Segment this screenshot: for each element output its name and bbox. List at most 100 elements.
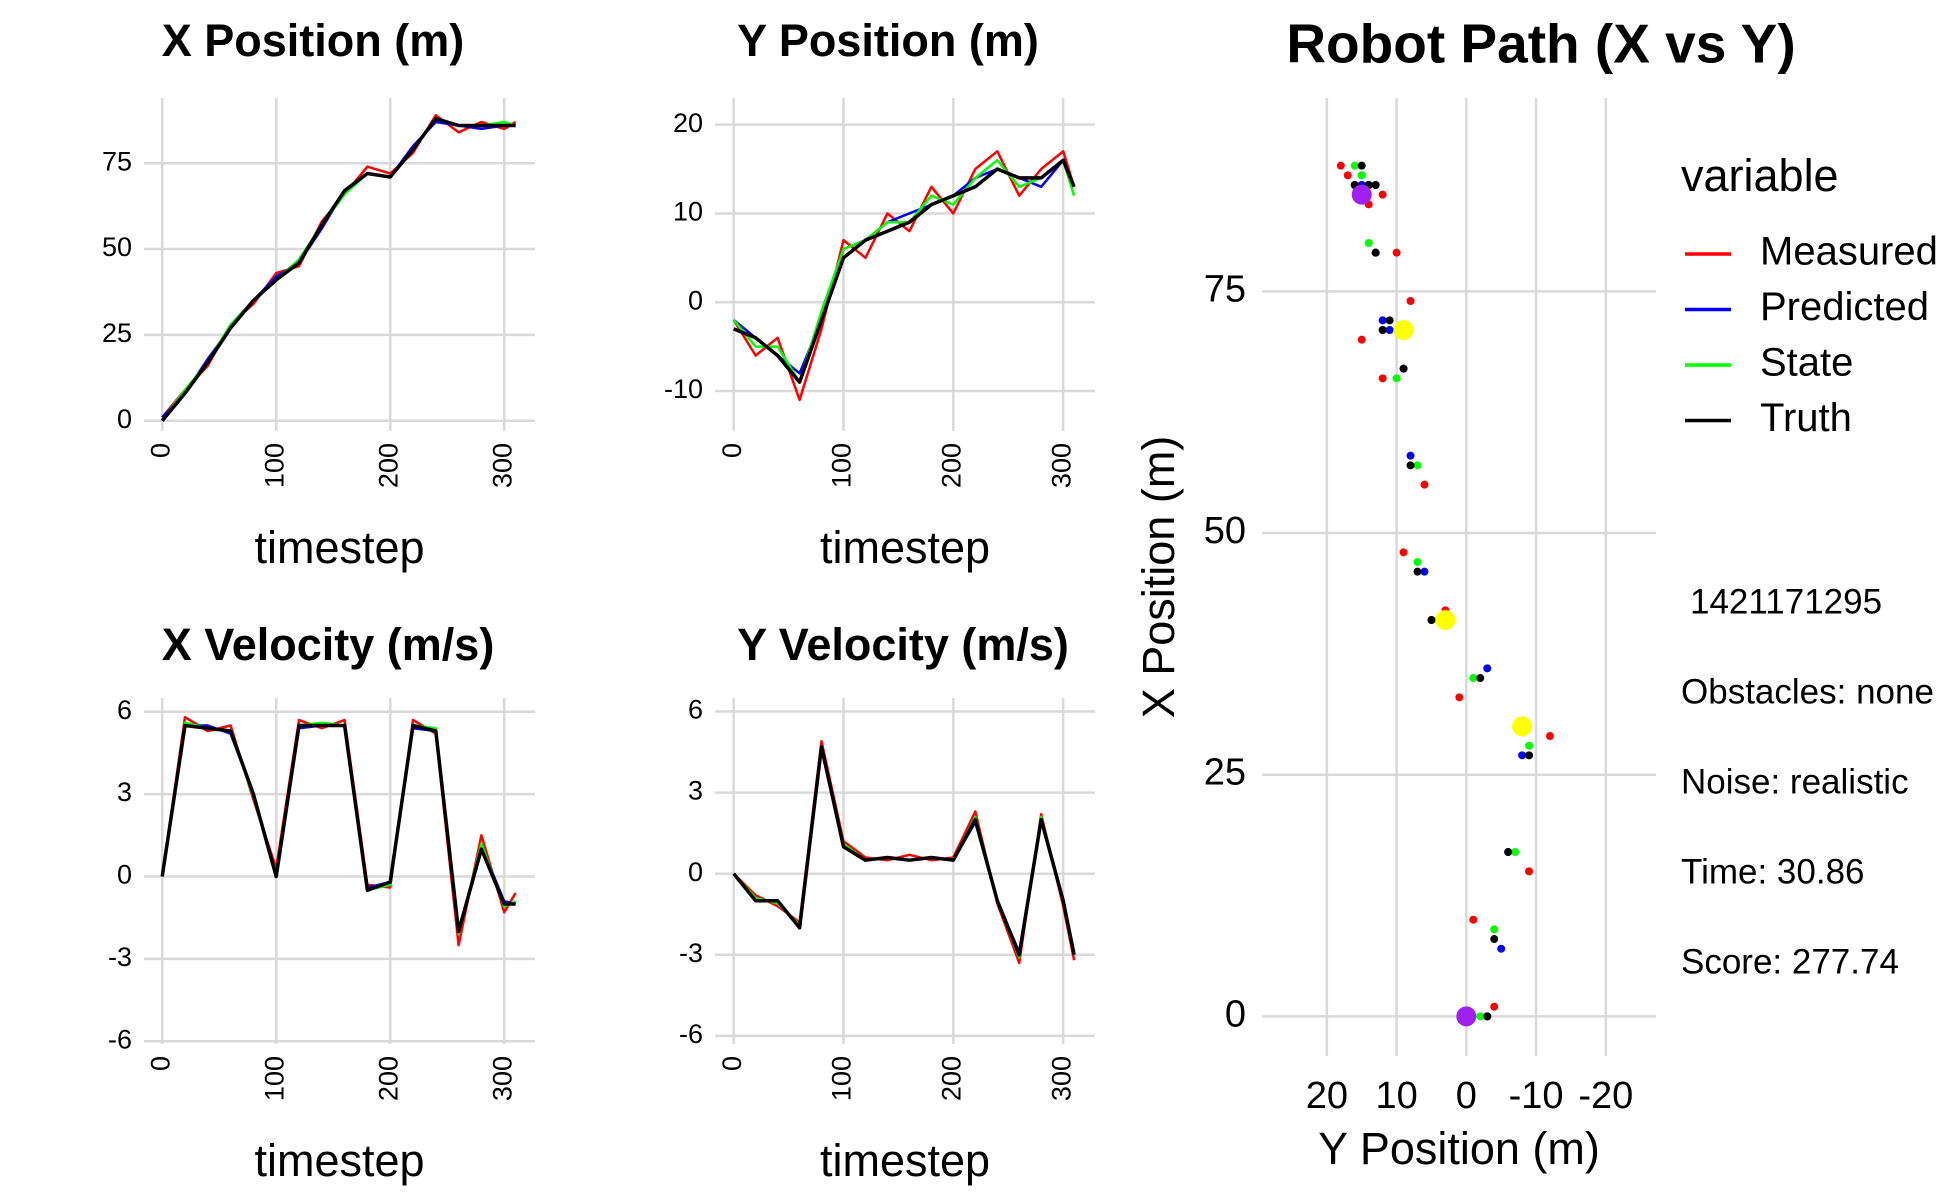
x-tick-label: -20 — [1578, 1075, 1633, 1117]
series-line — [160, 723, 516, 934]
y-tick-label: 75 — [102, 146, 132, 176]
y-tick-label: 0 — [688, 857, 703, 887]
y-tick-label: 0 — [688, 285, 703, 315]
y-axis-title: X Position (m) — [1133, 436, 1184, 719]
path-point — [1406, 451, 1415, 460]
y-tick-label: 10 — [673, 197, 703, 227]
path-point — [1399, 364, 1408, 373]
legend-title: variable — [1681, 150, 1839, 201]
path-point — [1371, 248, 1380, 257]
y-tick-label: -3 — [679, 938, 703, 968]
path-point — [1490, 935, 1499, 944]
y-tick-label: 50 — [102, 232, 132, 262]
x-tick-label: -10 — [1509, 1075, 1564, 1117]
path-point — [1343, 171, 1352, 180]
path-point — [1413, 558, 1422, 567]
chart-title: Robot Path (X vs Y) — [1286, 13, 1795, 75]
highlight-point — [1435, 610, 1456, 631]
series-line — [733, 158, 1076, 384]
series-line — [161, 113, 517, 419]
path-point — [1469, 674, 1478, 683]
legend-label: State — [1760, 341, 1853, 385]
x-tick-label: 300 — [1046, 1056, 1076, 1101]
y-tick-label: 75 — [1204, 268, 1246, 310]
series-line — [732, 150, 1076, 402]
path-point — [1378, 190, 1387, 199]
y-tick-label: 25 — [102, 318, 132, 348]
series-line — [160, 116, 516, 422]
x-tick-label: 100 — [259, 1056, 289, 1101]
path-point — [1504, 848, 1513, 857]
path-point — [1371, 181, 1380, 190]
y-tick-label: 0 — [117, 404, 132, 434]
path-point — [1469, 915, 1478, 924]
x-tick-label: 0 — [145, 1056, 175, 1071]
x-tick-label: 10 — [1375, 1075, 1417, 1117]
path-point — [1385, 326, 1394, 335]
x-tick-label: 0 — [717, 443, 747, 458]
x-tick-label: 200 — [936, 443, 966, 488]
y-tick-label: 0 — [1225, 993, 1246, 1035]
x-tick-label: 300 — [1046, 443, 1076, 488]
x-axis-title: timestep — [820, 522, 990, 573]
x-tick-label: 100 — [827, 1056, 857, 1101]
x-axis-title: timestep — [254, 522, 424, 573]
path-point — [1399, 548, 1408, 557]
path-point — [1392, 374, 1401, 383]
y-tick-label: -3 — [108, 942, 132, 972]
path-point — [1420, 480, 1429, 489]
y-tick-label: 6 — [688, 695, 703, 725]
x-tick-label: 100 — [827, 443, 857, 488]
x-tick-label: 300 — [487, 443, 517, 488]
path-point — [1378, 374, 1387, 383]
legend-label: Truth — [1760, 396, 1852, 440]
annotation: Score: 277.74 — [1681, 942, 1899, 981]
path-point — [1525, 751, 1534, 760]
annotation: Noise: realistic — [1681, 762, 1909, 801]
y-tick-label: 0 — [117, 860, 132, 890]
path-point — [1350, 161, 1359, 170]
path-point — [1427, 616, 1436, 625]
series-line — [160, 721, 517, 936]
path-point — [1406, 461, 1415, 470]
x-tick-label: 0 — [717, 1056, 747, 1071]
annotation: Time: 30.86 — [1681, 852, 1865, 891]
x-tick-label: 0 — [1456, 1075, 1477, 1117]
series-line — [732, 158, 1076, 384]
path-point — [1336, 161, 1345, 170]
x-axis-title: Y Position (m) — [1318, 1123, 1600, 1174]
y-tick-label: -6 — [679, 1019, 703, 1049]
x-tick-label: 200 — [373, 1056, 403, 1101]
legend-label: Predicted — [1760, 285, 1929, 329]
path-point — [1490, 1002, 1499, 1011]
y-tick-label: 3 — [117, 777, 132, 807]
x-tick-label: 0 — [145, 443, 175, 458]
path-point — [1476, 1012, 1485, 1021]
path-point — [1357, 171, 1366, 180]
path-point — [1378, 316, 1387, 325]
path-point — [1392, 248, 1401, 257]
y-tick-label: 25 — [1204, 752, 1246, 794]
path-point — [1490, 925, 1499, 934]
series-line — [160, 724, 516, 933]
path-point — [1364, 239, 1373, 248]
path-point — [1420, 567, 1429, 576]
path-point — [1413, 461, 1422, 470]
series-line — [732, 158, 1076, 375]
chart-title: Y Velocity (m/s) — [737, 619, 1069, 670]
path-point — [1546, 732, 1555, 741]
path-point — [1455, 693, 1464, 702]
path-point — [1357, 335, 1366, 344]
series-line — [732, 744, 1076, 957]
chart-title: X Velocity (m/s) — [162, 619, 495, 670]
path-point — [1476, 674, 1485, 683]
x-tick-label: 100 — [259, 443, 289, 488]
y-tick-label: -6 — [108, 1024, 132, 1054]
chart-title: X Position (m) — [162, 15, 465, 66]
path-point — [1483, 1012, 1492, 1021]
chart-title: Y Position (m) — [737, 15, 1039, 66]
y-tick-label: 6 — [117, 695, 132, 725]
series-line — [161, 120, 516, 419]
